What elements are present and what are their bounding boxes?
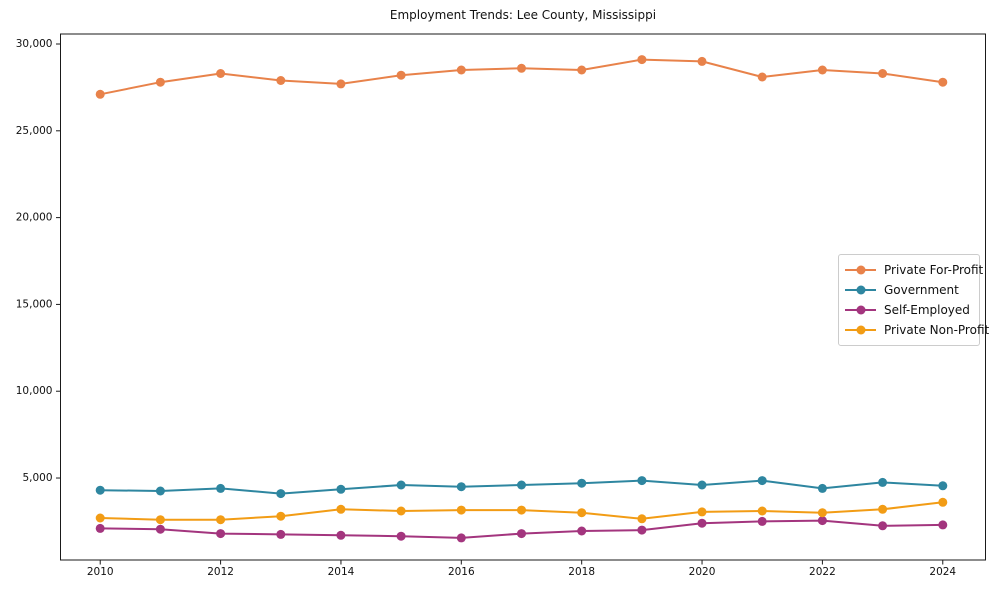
series-marker-self-employed <box>216 529 226 539</box>
series-marker-private-for-profit <box>517 63 526 73</box>
series-marker-private-non-profit <box>817 508 827 518</box>
series-marker-private-for-profit <box>757 72 767 82</box>
y-tick-label: 5,000 <box>22 472 52 484</box>
legend-item-private-non-profit: Private Non-Profit <box>845 320 989 340</box>
series-marker-private-for-profit <box>95 89 105 99</box>
series-marker-private-non-profit <box>396 506 406 516</box>
series-marker-government <box>938 481 948 491</box>
series-marker-self-employed <box>577 526 587 536</box>
series-marker-government <box>396 480 406 490</box>
series-marker-self-employed <box>938 520 948 530</box>
series-marker-private-non-profit <box>336 504 346 514</box>
series-marker-self-employed <box>697 518 707 528</box>
series-marker-private-for-profit <box>216 69 226 78</box>
series-marker-private-non-profit <box>517 505 526 515</box>
legend-label: Self-Employed <box>884 303 970 317</box>
series-marker-self-employed <box>757 516 767 526</box>
series-marker-private-for-profit <box>697 56 707 66</box>
series-marker-self-employed <box>878 521 888 531</box>
legend-item-self-employed: Self-Employed <box>845 300 972 320</box>
legend-label: Government <box>884 283 959 297</box>
series-marker-self-employed <box>637 525 647 535</box>
series-marker-self-employed <box>517 529 526 539</box>
y-tick-label: 30,000 <box>16 38 53 50</box>
series-marker-private-for-profit <box>577 65 587 75</box>
x-tick-label: 2012 <box>207 566 234 578</box>
series-marker-government <box>95 485 105 495</box>
legend-item-private-for-profit: Private For-Profit <box>845 260 983 280</box>
series-marker-government <box>216 483 226 493</box>
series-marker-self-employed <box>817 516 827 526</box>
series-marker-private-non-profit <box>637 514 647 524</box>
chart-title: Employment Trends: Lee County, Mississip… <box>389 8 657 22</box>
series-marker-private-for-profit <box>637 55 647 65</box>
legend-label: Private For-Profit <box>884 263 984 277</box>
series-marker-government <box>336 484 346 494</box>
series-marker-self-employed <box>396 531 406 541</box>
series-marker-private-non-profit <box>757 506 767 516</box>
legend: Private For-Profit Government Self-Employe… <box>838 254 989 346</box>
series-marker-private-for-profit <box>878 69 888 78</box>
series-marker-government <box>757 476 767 486</box>
series-marker-private-for-profit <box>817 65 827 75</box>
series-marker-government <box>878 477 888 487</box>
series-marker-self-employed <box>155 524 165 534</box>
legend-marker-icon <box>845 303 876 317</box>
plot-border <box>60 33 986 561</box>
series-marker-self-employed <box>95 523 105 533</box>
y-tick-label: 15,000 <box>16 298 53 310</box>
series-marker-private-for-profit <box>396 70 406 80</box>
x-tick-label: 2010 <box>87 566 114 578</box>
x-tick-label: 2020 <box>689 566 716 578</box>
series-marker-self-employed <box>456 533 466 543</box>
series-marker-private-non-profit <box>878 504 888 514</box>
series-marker-self-employed <box>276 529 286 539</box>
x-tick-label: 2018 <box>568 566 595 578</box>
series-marker-government <box>637 476 647 486</box>
y-tick-label: 25,000 <box>16 125 53 137</box>
series-marker-government <box>577 478 587 488</box>
x-tick-label: 2024 <box>929 566 956 578</box>
legend-marker-icon <box>845 263 876 277</box>
series-marker-private-non-profit <box>276 511 286 521</box>
series-marker-private-for-profit <box>276 76 286 85</box>
y-tick-label: 20,000 <box>16 212 53 224</box>
x-tick-label: 2016 <box>448 566 475 578</box>
legend-marker-icon <box>845 283 876 297</box>
series-marker-private-for-profit <box>456 65 466 75</box>
series-marker-government <box>697 480 707 490</box>
y-tick-label: 10,000 <box>16 385 53 397</box>
series-marker-government <box>276 489 286 499</box>
series-marker-private-for-profit <box>155 77 165 87</box>
legend-marker-icon <box>845 323 876 337</box>
series-marker-private-non-profit <box>938 497 948 507</box>
series-marker-self-employed <box>336 530 346 540</box>
series-marker-private-non-profit <box>697 507 707 517</box>
series-marker-private-non-profit <box>577 508 587 518</box>
x-tick-label: 2014 <box>328 566 355 578</box>
x-tick-label: 2022 <box>809 566 836 578</box>
series-marker-private-non-profit <box>95 513 105 523</box>
series-marker-government <box>517 480 526 490</box>
legend-label: Private Non-Profit <box>884 323 990 337</box>
series-marker-private-non-profit <box>155 515 165 525</box>
series-marker-private-non-profit <box>456 505 466 515</box>
series-marker-government <box>817 483 827 493</box>
series-marker-government <box>155 486 165 496</box>
series-marker-private-for-profit <box>938 77 948 87</box>
series-marker-private-for-profit <box>336 79 346 89</box>
legend-item-government: Government <box>845 280 972 300</box>
series-marker-government <box>456 482 466 492</box>
series-marker-private-non-profit <box>216 515 226 525</box>
